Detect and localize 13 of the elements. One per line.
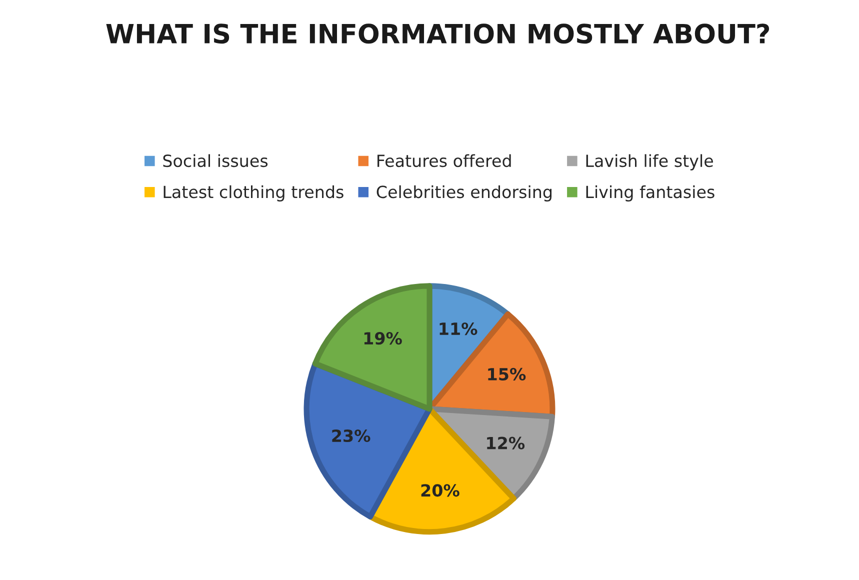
data-label: 15%: [488, 368, 526, 381]
data-label: 19%: [364, 332, 402, 345]
data-label: 23%: [332, 429, 370, 442]
data-label: 20%: [421, 484, 460, 497]
chart-title: WHAT IS THE INFORMATION MOSTLY ABOUT?: [106, 24, 770, 44]
legend-label: Latest clothing trends: [164, 185, 344, 202]
legend-label: Social issues: [163, 154, 268, 168]
legend-label: Living fantasies: [586, 185, 714, 202]
data-label: 11%: [440, 322, 478, 336]
legend-label: Celebrities endorsing: [376, 185, 552, 202]
legend-label: Features offered: [378, 154, 511, 168]
data-label: 12%: [487, 436, 525, 450]
legend-label: Lavish life style: [586, 154, 713, 170]
